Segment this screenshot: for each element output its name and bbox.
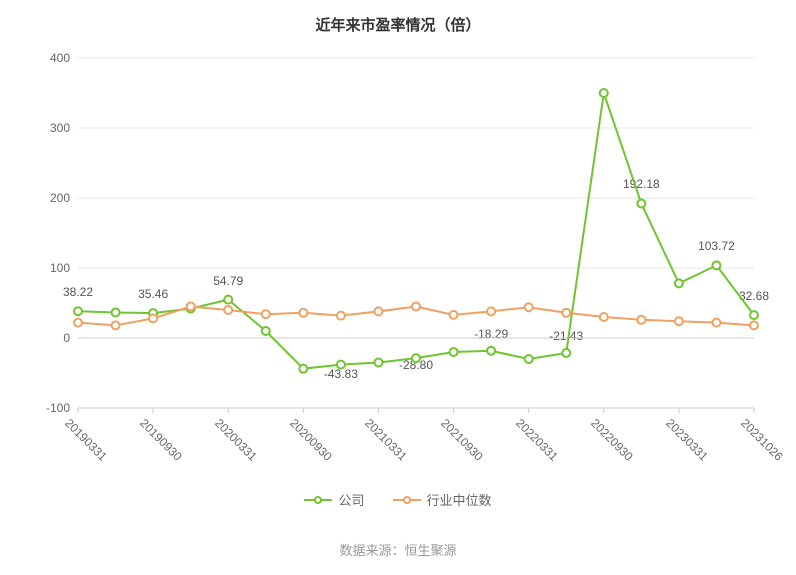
series-marker bbox=[412, 303, 420, 311]
series-marker bbox=[675, 279, 683, 287]
y-tick-label: 400 bbox=[50, 51, 78, 65]
legend-item: 公司 bbox=[304, 490, 364, 509]
y-tick-label: -100 bbox=[46, 401, 78, 415]
series-marker bbox=[562, 309, 570, 317]
series-marker bbox=[525, 303, 533, 311]
y-tick-label: 300 bbox=[50, 121, 78, 135]
series-marker bbox=[712, 319, 720, 327]
series-marker bbox=[74, 319, 82, 327]
series-marker bbox=[750, 321, 758, 329]
plot-svg bbox=[78, 58, 754, 408]
x-tick-label: 20200930 bbox=[287, 416, 335, 464]
chart-title: 近年来市盈率情况（倍） bbox=[0, 14, 796, 35]
legend-label: 公司 bbox=[338, 490, 364, 509]
series-marker bbox=[337, 312, 345, 320]
y-tick-label: 100 bbox=[50, 261, 78, 275]
series-marker bbox=[675, 317, 683, 325]
x-tick-label: 20190331 bbox=[62, 416, 110, 464]
series-marker bbox=[487, 307, 495, 315]
series-marker bbox=[412, 354, 420, 362]
series-marker bbox=[224, 296, 232, 304]
series-marker bbox=[525, 355, 533, 363]
x-tick-label: 20200331 bbox=[212, 416, 260, 464]
legend-swatch bbox=[393, 494, 421, 506]
chart-container: 近年来市盈率情况（倍） -100010020030040020190331201… bbox=[0, 0, 796, 575]
x-tick-label: 20231026 bbox=[738, 416, 786, 464]
x-tick-label: 20210930 bbox=[438, 416, 486, 464]
series-marker bbox=[299, 365, 307, 373]
series-marker bbox=[750, 311, 758, 319]
series-marker bbox=[74, 307, 82, 315]
series-marker bbox=[299, 309, 307, 317]
legend-item: 行业中位数 bbox=[393, 490, 492, 509]
series-marker bbox=[262, 327, 270, 335]
legend-swatch bbox=[304, 494, 332, 506]
series-marker bbox=[712, 261, 720, 269]
legend-marker-icon bbox=[314, 496, 322, 504]
legend: 公司 行业中位数 bbox=[0, 490, 796, 509]
x-tick-label: 20230331 bbox=[663, 416, 711, 464]
x-tick-label: 20220930 bbox=[588, 416, 636, 464]
data-source: 数据来源：恒生聚源 bbox=[0, 540, 796, 559]
legend-marker-icon bbox=[403, 496, 411, 504]
series-marker bbox=[374, 359, 382, 367]
y-tick-label: 0 bbox=[63, 331, 78, 345]
series-marker bbox=[337, 361, 345, 369]
x-tick-label: 20190930 bbox=[137, 416, 185, 464]
x-tick-label: 20220331 bbox=[513, 416, 561, 464]
x-tick-label: 20210331 bbox=[363, 416, 411, 464]
series-marker bbox=[487, 347, 495, 355]
legend-label: 行业中位数 bbox=[427, 490, 492, 509]
plot-area: -100010020030040020190331201909302020033… bbox=[78, 58, 754, 408]
series-marker bbox=[637, 199, 645, 207]
series-marker bbox=[374, 307, 382, 315]
series-marker bbox=[149, 314, 157, 322]
y-tick-label: 200 bbox=[50, 191, 78, 205]
series-marker bbox=[450, 348, 458, 356]
series-marker bbox=[187, 303, 195, 311]
series-marker bbox=[112, 321, 120, 329]
series-line bbox=[78, 93, 754, 369]
series-marker bbox=[112, 308, 120, 316]
series-marker bbox=[224, 306, 232, 314]
series-marker bbox=[600, 313, 608, 321]
series-marker bbox=[450, 311, 458, 319]
series-marker bbox=[637, 316, 645, 324]
series-marker bbox=[262, 310, 270, 318]
series-marker bbox=[600, 89, 608, 97]
series-marker bbox=[562, 349, 570, 357]
